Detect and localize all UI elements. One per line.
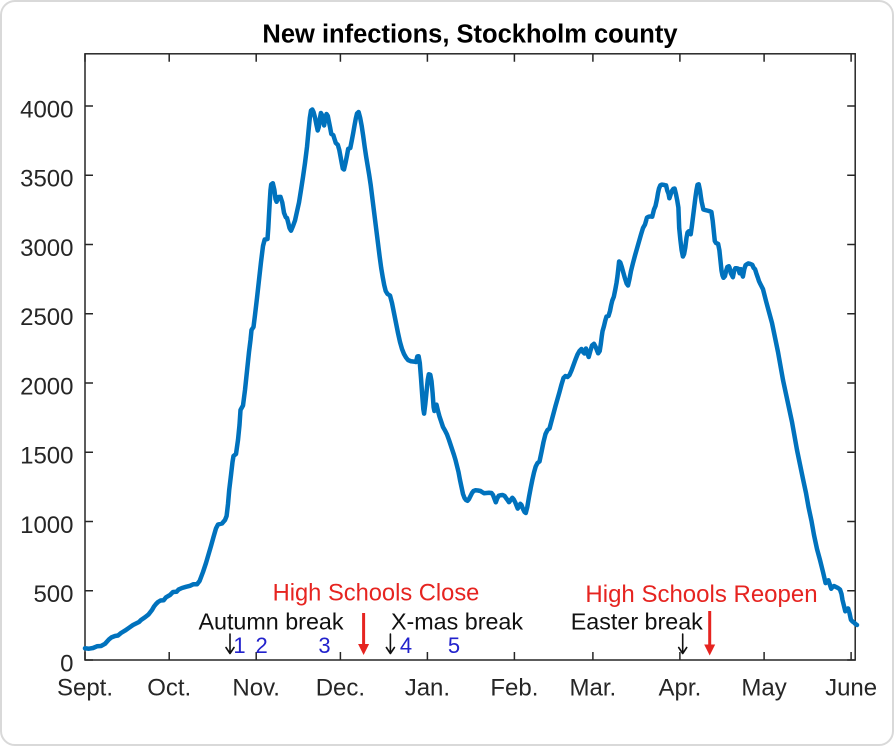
svg-text:X-mas break: X-mas break (391, 609, 523, 635)
svg-text:Sept.: Sept. (57, 675, 113, 702)
svg-text:May: May (741, 675, 786, 702)
svg-text:Feb.: Feb. (490, 675, 538, 702)
svg-text:High Schools Close: High Schools Close (273, 580, 480, 606)
svg-text:1500: 1500 (20, 443, 73, 470)
svg-text:Jan.: Jan. (405, 675, 450, 702)
svg-text:Autumn break: Autumn break (198, 609, 343, 635)
svg-text:Easter break: Easter break (571, 609, 703, 635)
svg-text:New infections, Stockholm coun: New infections, Stockholm county (262, 21, 678, 49)
svg-text:3: 3 (318, 633, 330, 658)
svg-text:Nov.: Nov. (232, 675, 280, 702)
svg-text:Mar.: Mar. (570, 675, 617, 702)
svg-text:2500: 2500 (20, 304, 73, 331)
svg-text:4000: 4000 (20, 96, 73, 123)
svg-text:1: 1 (233, 633, 245, 658)
svg-text:0: 0 (60, 650, 73, 677)
svg-text:500: 500 (33, 581, 73, 608)
svg-text:High Schools Reopen: High Schools Reopen (585, 581, 817, 608)
svg-text:3000: 3000 (20, 235, 73, 262)
svg-text:4: 4 (400, 633, 412, 658)
svg-text:3500: 3500 (20, 166, 73, 193)
svg-text:2000: 2000 (20, 373, 73, 400)
svg-text:Oct.: Oct. (147, 675, 191, 702)
svg-text:Apr.: Apr. (659, 675, 702, 702)
svg-text:Dec.: Dec. (316, 675, 365, 702)
svg-text:June: June (825, 675, 877, 702)
svg-text:2: 2 (255, 633, 267, 658)
svg-text:5: 5 (448, 633, 460, 658)
svg-text:1000: 1000 (20, 512, 73, 539)
